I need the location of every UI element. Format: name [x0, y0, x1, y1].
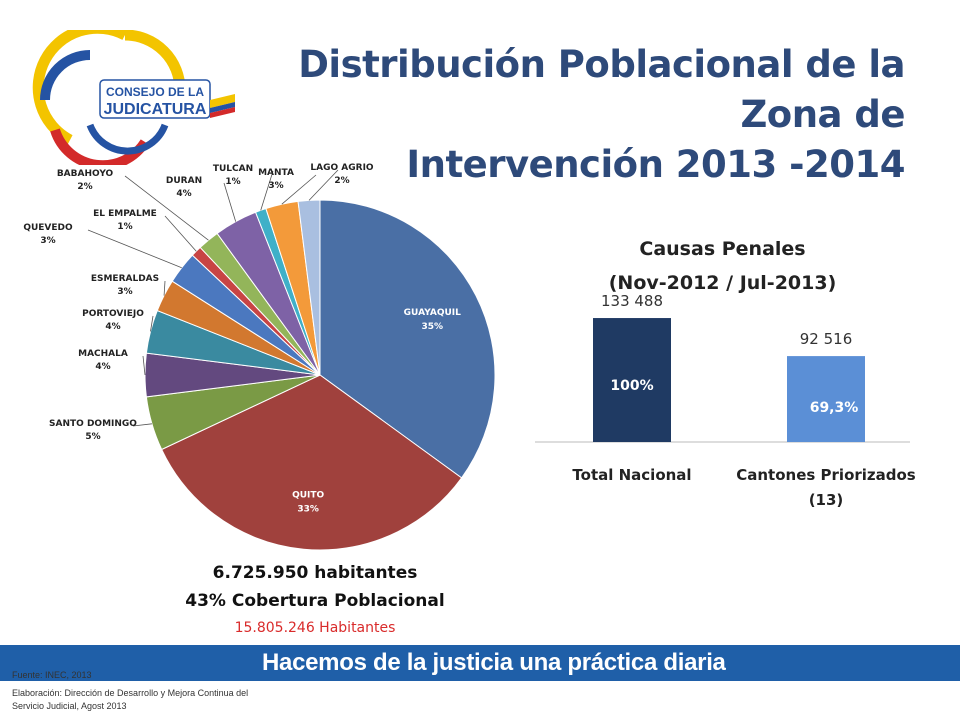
pie-label-lago-agrio: LAGO AGRIO — [310, 163, 374, 173]
pie-leader-line-tulcan — [260, 170, 274, 211]
source-elaboration-line-2: Servicio Judicial, Agost 2013 — [12, 701, 127, 711]
summary-coverage: 43% Cobertura Poblacional — [185, 591, 445, 611]
slogan-text: Hacemos de la justicia una práctica diar… — [262, 649, 726, 676]
pie-leader-line-quevedo — [87, 229, 182, 269]
pie-label-babahoyo: BABAHOYO — [57, 169, 114, 179]
consejo-judicatura-logo: CONSEJO DE LA JUDICATURA — [32, 30, 235, 165]
source-elaboration-line-1: Elaboración: Dirección de Desarrollo y M… — [12, 688, 249, 698]
pie-label-machala: MACHALA — [78, 349, 128, 359]
pie-pct-portoviejo: 4% — [105, 322, 120, 332]
slogan-banner — [0, 645, 960, 681]
pie-label-quito: QUITO — [292, 490, 324, 500]
pie-slice-quito — [160, 374, 463, 551]
pie-pct-manta: 3% — [268, 181, 283, 191]
pie-leader-line-santo-domingo — [132, 423, 152, 427]
page-title-line-1: Distribución Poblacional de la Zona de — [298, 43, 905, 136]
penal-causes-bar-chart: 133 488 100% Total Nacional 92 516 69,3% Cant… — [535, 292, 916, 509]
bar-category-label-2-line-2: (13) — [809, 491, 844, 509]
bar-1 — [593, 318, 671, 442]
pie-leader-line-machala — [142, 355, 146, 376]
pie-label-quevedo: QUEVEDO — [23, 223, 73, 233]
pie-leader-line-lago-agrio — [308, 169, 339, 201]
pie-label-tulcan: TULCAN — [213, 164, 253, 174]
bar-chart-title-line-2: (Nov-2012 / Jul-2013) — [608, 272, 837, 294]
source-note: Fuente: INEC, 2013 — [12, 670, 92, 680]
pie-pct-machala: 4% — [95, 362, 110, 372]
population-pie-chart: GUAYAQUIL 35% QUITO 33% SANTO DOMINGO 5% MACHA… — [23, 163, 496, 551]
pie-pct-esmeraldas: 3% — [117, 287, 132, 297]
bar-inner-label-1: 100% — [610, 378, 653, 394]
bar-2 — [787, 356, 865, 442]
pie-label-manta: MANTA — [258, 168, 294, 178]
pie-label-guayaquil: GUAYAQUIL — [404, 308, 461, 318]
bar-value-label-2: 92 516 — [800, 330, 853, 348]
bar-category-label-1-line-1: Total Nacional — [572, 466, 691, 484]
pie-label-el-empalme: EL EMPALME — [93, 209, 157, 219]
logo-text-main: JUDICATURA — [104, 101, 207, 118]
pie-pct-tulcan: 1% — [225, 177, 240, 187]
pie-leader-line-manta — [281, 174, 317, 205]
summary-population: 6.725.950 habitantes — [212, 563, 418, 583]
bar-chart-title: Causas Penales (Nov-2012 / Jul-2013) — [535, 232, 910, 300]
bar-value-label-1: 133 488 — [601, 292, 663, 310]
bar-category-label-2-line-1: Cantones Priorizados — [736, 466, 916, 484]
pie-leader-line-esmeraldas — [163, 280, 166, 296]
pie-pct-guayaquil: 35% — [421, 322, 443, 332]
summary-total-habitants: 15.805.246 Habitantes — [234, 620, 396, 636]
pie-leader-line-duran — [223, 182, 237, 222]
pie-pct-quito: 33% — [297, 504, 319, 514]
pie-pct-lago-agrio: 2% — [334, 176, 349, 186]
pie-leader-line-babahoyo — [124, 175, 209, 241]
pie-slice-guayaquil — [319, 199, 496, 479]
pie-label-portoviejo: PORTOVIEJO — [82, 309, 144, 319]
pie-label-duran: DURAN — [166, 176, 202, 186]
page-title: Distribución Poblacional de la Zona de I… — [190, 40, 905, 190]
logo-text-top: CONSEJO DE LA — [106, 85, 204, 99]
pie-pct-quevedo: 3% — [40, 236, 55, 246]
page-title-line-2: Intervención 2013 -2014 — [406, 143, 905, 186]
pie-pct-babahoyo: 2% — [77, 182, 92, 192]
pie-leader-line-portoviejo — [150, 315, 154, 332]
pie-pct-el-empalme: 1% — [117, 222, 132, 232]
pie-leader-line-el-empalme — [164, 215, 197, 252]
bar-inner-label-2: 69,3% — [810, 400, 859, 416]
pie-label-esmeraldas: ESMERALDAS — [91, 274, 159, 284]
pie-label-santo-domingo: SANTO DOMINGO — [49, 419, 137, 429]
pie-pct-duran: 4% — [176, 189, 191, 199]
pie-pct-santo-domingo: 5% — [85, 432, 100, 442]
bar-chart-title-line-1: Causas Penales — [639, 238, 806, 260]
